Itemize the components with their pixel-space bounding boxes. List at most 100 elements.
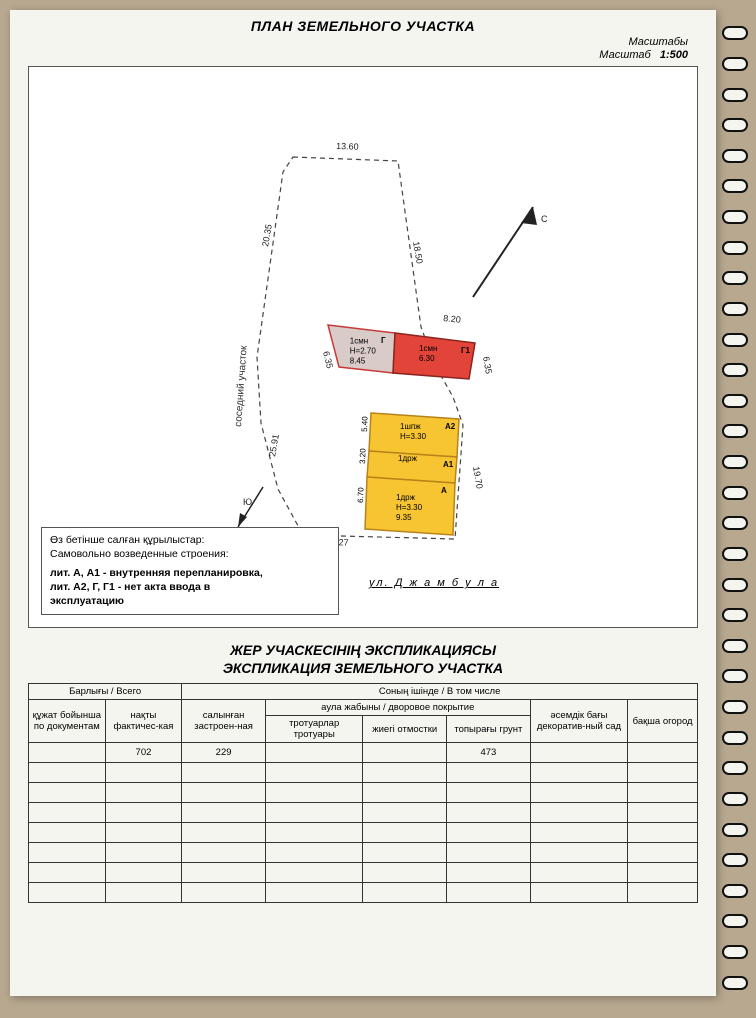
table-cell [265,763,363,783]
table-row [29,803,698,823]
table-cell: 473 [447,743,531,763]
table-cell [530,823,628,843]
table-cell [29,843,106,863]
table-row [29,763,698,783]
table-cell [447,883,531,903]
table-cell [105,783,182,803]
table-cell [628,823,698,843]
table-row [29,883,698,903]
spiral-binding-icon [722,18,750,998]
building-label: 8.45 [350,357,366,366]
table-cell [182,783,266,803]
table-cell [105,763,182,783]
table-cell [265,843,363,863]
building-side-dim: 6.70 [356,487,366,503]
table-cell [182,763,266,783]
table-cell [628,783,698,803]
building-lit: А1 [443,460,454,469]
building-label: 6.30 [419,354,435,363]
table-cell [265,863,363,883]
table-cell [265,743,363,763]
table-cell [265,883,363,903]
table-cell [29,823,106,843]
table-cell [363,863,447,883]
table-row [29,863,698,883]
building-label: 1држ [396,493,416,502]
table-cell [265,823,363,843]
table-row [29,843,698,863]
table-cell [628,743,698,763]
th-yard-group: аула жабыны / дворовое покрытие [265,700,530,716]
table-cell [182,843,266,863]
th-total-group: Барлығы / Всего [29,684,182,700]
table-cell [530,863,628,883]
table-cell [530,783,628,803]
table-cell [363,763,447,783]
table-cell [628,763,698,783]
table-cell [105,883,182,903]
table-cell [182,863,266,883]
th-col3: салынған застроен-ная [182,700,266,743]
annotation-line3: лит. А, А1 - внутренняя перепланировка, [50,567,330,581]
compass-n: С [541,214,548,224]
dimension-label: 6.35 [321,350,335,369]
table-cell [182,823,266,843]
table-cell [29,863,106,883]
table-row: 702229473 [29,743,698,763]
building-lit: Г [381,336,386,345]
document-page: ПЛАН ЗЕМЕЛЬНОГО УЧАСТКА Масштабы Масштаб… [10,10,716,996]
explication-title: ЖЕР УЧАСКЕСІНІҢ ЭКСПЛИКАЦИЯСЫ ЭКСПЛИКАЦИ… [28,642,698,677]
dimension-label: 8.20 [443,313,461,325]
table-cell [29,763,106,783]
annotation-line5: эксплуатацию [50,595,330,609]
building-label: 1смн [419,344,437,353]
plan-title: ПЛАН ЗЕМЕЛЬНОГО УЧАСТКА [28,18,698,34]
table-cell [29,803,106,823]
table-cell [363,803,447,823]
building-side-dim: 3.20 [358,448,368,464]
explication-table: Барлығы / Всего Соның ішінде / В том чис… [28,683,698,903]
th-col8: бақша огород [628,700,698,743]
table-cell [447,803,531,823]
table-cell [628,883,698,903]
street-label: ул. Д ж а м б у л а [369,577,499,589]
table-cell [105,803,182,823]
table-cell [530,743,628,763]
building-label: Н=3.30 [400,432,427,441]
building-side-dim: 5.40 [360,416,370,432]
table-cell [265,803,363,823]
table-cell [105,823,182,843]
compass-icon: С [473,207,548,297]
dimension-label: 25.91 [267,434,281,458]
table-cell [363,783,447,803]
table-cell: 702 [105,743,182,763]
table-cell [105,863,182,883]
th-col2: нақты фактичес-кая [105,700,182,743]
th-col7: әсемдік бағы декоратив-ный сад [530,700,628,743]
table-cell [447,763,531,783]
table-cell [447,863,531,883]
table-cell [265,783,363,803]
building-label: 1држ [398,454,418,463]
plan-frame: С Ю соседний участок 1смнН=2.708.45Г1смн… [28,66,698,628]
table-cell [363,743,447,763]
scale-label-ru: Масштаб [599,49,650,61]
scale-value: 1:500 [660,49,688,61]
table-cell [530,883,628,903]
table-cell [628,803,698,823]
table-cell [29,743,106,763]
table-cell [530,843,628,863]
building-lit: А2 [445,422,456,431]
building-label: Н=3.30 [396,503,423,512]
table-cell [29,883,106,903]
table-cell [363,843,447,863]
scale-block: Масштабы Масштаб 1:500 [28,36,688,62]
table-cell [447,823,531,843]
annotation-line2: Самовольно возведенные строения: [50,548,330,562]
table-cell [628,863,698,883]
dimension-label: 6.35 [481,356,494,375]
expl-title-kk: ЖЕР УЧАСКЕСІНІҢ ЭКСПЛИКАЦИЯСЫ [230,642,496,658]
th-col5: жиегі отмостки [363,716,447,743]
table-row [29,783,698,803]
building-label: Н=2.70 [350,347,377,356]
